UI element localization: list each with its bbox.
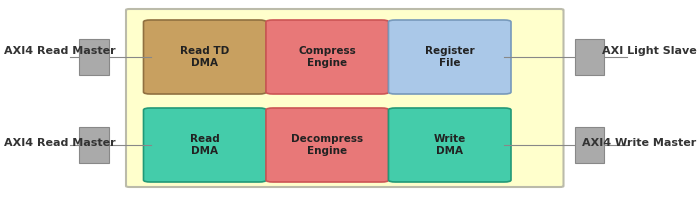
FancyBboxPatch shape bbox=[266, 20, 388, 94]
Text: Read
DMA: Read DMA bbox=[190, 134, 220, 156]
FancyBboxPatch shape bbox=[389, 108, 511, 182]
Bar bbox=[575, 127, 604, 163]
Bar bbox=[80, 39, 109, 75]
Text: Write
DMA: Write DMA bbox=[433, 134, 466, 156]
Bar bbox=[575, 39, 604, 75]
Text: AXI Light Slave: AXI Light Slave bbox=[602, 46, 696, 56]
FancyBboxPatch shape bbox=[144, 108, 266, 182]
FancyBboxPatch shape bbox=[389, 20, 511, 94]
Text: Decompress
Engine: Decompress Engine bbox=[291, 134, 363, 156]
FancyBboxPatch shape bbox=[144, 20, 266, 94]
FancyBboxPatch shape bbox=[126, 9, 564, 187]
Text: AXI4 Read Master: AXI4 Read Master bbox=[4, 46, 115, 56]
Bar bbox=[80, 127, 109, 163]
Text: Compress
Engine: Compress Engine bbox=[298, 46, 356, 68]
FancyBboxPatch shape bbox=[266, 108, 388, 182]
Text: Register
File: Register File bbox=[425, 46, 475, 68]
Text: Read TD
DMA: Read TD DMA bbox=[180, 46, 230, 68]
Text: AXI4 Write Master: AXI4 Write Master bbox=[582, 138, 696, 148]
Text: AXI4 Read Master: AXI4 Read Master bbox=[4, 138, 115, 148]
